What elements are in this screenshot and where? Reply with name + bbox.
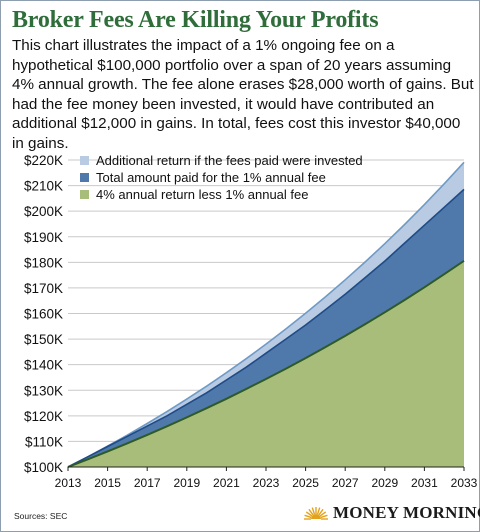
sun-ray bbox=[308, 508, 314, 516]
y-tick-label: $170K bbox=[24, 281, 63, 296]
brand-name: MONEY MORNING bbox=[333, 503, 480, 522]
area-return-less-fee-line bbox=[67, 259, 465, 468]
y-tick-label: $100K bbox=[24, 460, 63, 475]
sun-ray bbox=[319, 511, 327, 517]
x-tick-label: 2017 bbox=[134, 476, 161, 490]
legend-label: 4% annual return less 1% annual fee bbox=[96, 187, 308, 202]
y-tick-label: $160K bbox=[24, 307, 63, 322]
sun-ray bbox=[318, 508, 324, 516]
sun-disc bbox=[311, 514, 321, 519]
x-tick-label: 2023 bbox=[253, 476, 280, 490]
y-tick-label: $200K bbox=[24, 204, 63, 219]
source-note: Sources: SEC bbox=[14, 511, 68, 521]
y-tick-label: $180K bbox=[24, 255, 63, 270]
legend-label: Additional return if the fees paid were … bbox=[96, 153, 363, 168]
y-tick-label: $140K bbox=[24, 358, 63, 373]
y-tick-label: $120K bbox=[24, 409, 63, 424]
area-invested-fees-line bbox=[67, 161, 465, 468]
area-fee-paid-line bbox=[67, 188, 465, 468]
sun-ray bbox=[316, 507, 321, 515]
legend-swatch bbox=[80, 190, 89, 199]
legend-label: Total amount paid for the 1% annual fee bbox=[96, 170, 326, 185]
sun-logo-icon bbox=[304, 507, 328, 520]
x-tick-label: 2013 bbox=[55, 476, 82, 490]
x-tick-label: 2027 bbox=[332, 476, 359, 490]
brand-logo: MONEY MORNING bbox=[303, 500, 480, 526]
x-tick-label: 2019 bbox=[173, 476, 200, 490]
x-tick-label: 2029 bbox=[371, 476, 398, 490]
y-tick-label: $150K bbox=[24, 332, 63, 347]
x-tick-label: 2015 bbox=[94, 476, 121, 490]
y-tick-label: $110K bbox=[25, 434, 63, 449]
sun-ray bbox=[311, 507, 316, 515]
chart-title: Broker Fees Are Killing Your Profits bbox=[12, 7, 379, 33]
x-tick-label: 2025 bbox=[292, 476, 319, 490]
chart-description: This chart illustrates the impact of a 1… bbox=[12, 37, 474, 152]
x-tick-label: 2031 bbox=[411, 476, 438, 490]
sun-ray bbox=[304, 514, 312, 519]
sun-ray bbox=[320, 514, 328, 519]
y-tick-label: $210K bbox=[24, 179, 63, 194]
legend-swatch bbox=[80, 173, 89, 182]
sun-ray bbox=[305, 511, 313, 517]
x-tick-label: 2033 bbox=[451, 476, 478, 490]
area-return-less-fee bbox=[68, 260, 464, 467]
y-tick-label: $130K bbox=[24, 383, 63, 398]
y-tick-label: $220K bbox=[24, 153, 63, 168]
y-tick-label: $190K bbox=[24, 230, 63, 245]
x-tick-label: 2021 bbox=[213, 476, 240, 490]
legend-swatch bbox=[80, 156, 89, 165]
